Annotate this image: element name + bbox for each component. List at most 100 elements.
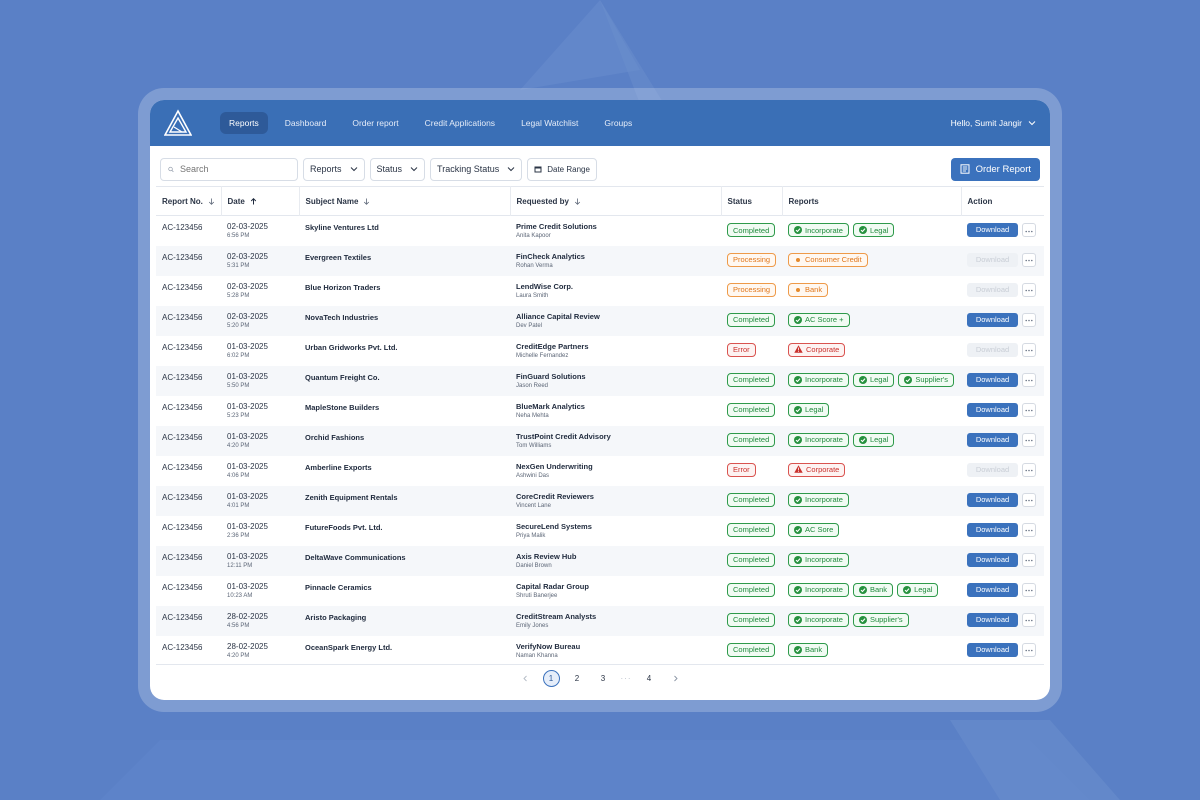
report-type-badge[interactable]: Incorporate	[788, 492, 849, 507]
table-row[interactable]: AC-123456 01-03-2025 12:11 PM DeltaWave Com…	[156, 545, 1044, 576]
report-type-badge[interactable]: Incorporate	[788, 223, 849, 237]
more-options-button[interactable]	[1022, 282, 1036, 297]
report-type-badge[interactable]: AC Score +	[788, 312, 850, 327]
report-type-badge[interactable]: Corporate	[788, 342, 846, 357]
report-number: AC-123456	[162, 522, 203, 532]
report-type-badge[interactable]: Consumer Credit	[788, 252, 868, 267]
requested-by-cell: Axis Review Hub Daniel Brown	[510, 546, 721, 576]
nav-tab-groups[interactable]: Groups	[604, 118, 633, 128]
more-options-button[interactable]	[1022, 432, 1036, 447]
report-date: 01-03-2025	[227, 431, 268, 441]
report-type-badge[interactable]: Supplier's	[898, 372, 955, 387]
report-type-badge[interactable]: Legal	[852, 223, 895, 237]
page-button-1[interactable]: 1	[542, 670, 560, 687]
report-number: AC-123456	[162, 223, 203, 232]
table-row[interactable]: AC-123456 01-03-2025 4:20 PM Orchid Fashion…	[156, 425, 1044, 456]
report-type-badge[interactable]: Legal	[852, 432, 895, 447]
report-type-badge[interactable]: Legal	[788, 402, 830, 417]
table-row[interactable]: AC-123456 01-03-2025 5:50 PM Quantum Freigh…	[156, 365, 1044, 396]
table-row[interactable]: AC-123456 02-03-2025 5:20 PM NovaTech Indus…	[156, 305, 1044, 336]
table-row[interactable]: AC-123456 02-03-2025 5:31 PM Evergreen Text…	[156, 245, 1044, 276]
page-button-2[interactable]: 2	[574, 674, 580, 683]
download-button[interactable]: Download	[967, 642, 1018, 657]
report-type-badge[interactable]: Bank	[852, 582, 894, 597]
column-header-date[interactable]: Date	[221, 186, 300, 216]
report-type-badge[interactable]: Supplier's	[852, 612, 909, 627]
download-button[interactable]: Download	[967, 372, 1018, 387]
status-filter-dropdown[interactable]: Status	[369, 157, 426, 181]
tracking-status-filter-dropdown[interactable]: Tracking Status	[430, 157, 523, 181]
download-button[interactable]: Download	[967, 522, 1018, 537]
subject-name: Urban Gridworks Pvt. Ltd.	[305, 342, 398, 352]
column-header-requested-by[interactable]: Requested by	[510, 186, 722, 216]
company-logo[interactable]	[164, 109, 192, 137]
more-options-button[interactable]	[1022, 372, 1036, 387]
warning-icon	[794, 344, 803, 355]
download-button[interactable]: Download	[967, 223, 1018, 237]
download-button[interactable]: Download	[967, 552, 1018, 567]
report-type-badge[interactable]: Corporate	[788, 462, 846, 477]
more-options-button[interactable]	[1022, 402, 1036, 417]
search-input[interactable]	[180, 164, 290, 174]
user-menu[interactable]: Hello, Sumit Jangir	[951, 118, 1036, 128]
more-options-button[interactable]	[1022, 582, 1036, 597]
more-options-button[interactable]	[1022, 223, 1036, 237]
report-type-badge[interactable]: Incorporate	[788, 612, 849, 627]
reports-filter-dropdown[interactable]: Reports	[303, 157, 365, 181]
download-button[interactable]: Download	[967, 612, 1018, 627]
table-row[interactable]: AC-123456 02-03-2025 5:28 PM Blue Horizon T…	[156, 276, 1044, 306]
more-options-button[interactable]	[1022, 312, 1036, 327]
table-row[interactable]: AC-123456 01-03-2025 4:01 PM Zenith Equipme…	[156, 485, 1044, 516]
action-cell: Download	[961, 546, 1044, 576]
nav-tab-credit-applications[interactable]: Credit Applications	[424, 118, 496, 128]
table-row[interactable]: AC-123456 28-02-2025 4:56 PM Aristo Packagi…	[156, 605, 1044, 636]
table-row[interactable]: AC-123456 01-03-2025 2:36 PM FutureFoods Pv…	[156, 516, 1044, 546]
more-options-button[interactable]	[1022, 342, 1036, 357]
more-options-button[interactable]	[1022, 642, 1036, 657]
more-options-button[interactable]	[1022, 552, 1036, 567]
table-row[interactable]: AC-123456 01-03-2025 4:06 PM Amberline Expo…	[156, 456, 1044, 486]
report-type-badge[interactable]: Incorporate	[788, 432, 849, 447]
status-badge: Completed	[727, 642, 776, 657]
nav-tab-dashboard[interactable]: Dashboard	[284, 118, 327, 128]
column-header-report-no[interactable]: Report No.	[156, 186, 222, 216]
nav-tab-reports[interactable]: Reports	[220, 112, 268, 134]
download-button[interactable]: Download	[967, 402, 1018, 417]
page-button-4[interactable]: 4	[646, 674, 652, 683]
download-button[interactable]: Download	[967, 432, 1018, 447]
date-range-button[interactable]: Date Range	[527, 157, 597, 181]
report-type-badge[interactable]: Bank	[788, 642, 829, 657]
more-options-button[interactable]	[1022, 522, 1036, 537]
nav-tab-legal-watchlist[interactable]: Legal Watchlist	[521, 118, 579, 128]
more-options-button[interactable]	[1022, 462, 1036, 477]
report-type-badge[interactable]: Bank	[788, 282, 829, 297]
report-type-badge[interactable]: Incorporate	[788, 582, 849, 597]
action-cell: Download	[961, 396, 1044, 426]
table-row[interactable]: AC-123456 01-03-2025 6:02 PM Urban Gridwork…	[156, 336, 1044, 366]
page-button-3[interactable]: 3	[600, 674, 606, 683]
report-type-badge[interactable]: Incorporate	[788, 372, 849, 387]
report-type-badge[interactable]: Legal	[852, 372, 895, 387]
more-horizontal-icon	[1025, 345, 1033, 354]
download-button[interactable]: Download	[967, 312, 1018, 327]
date-cell: 01-03-2025 2:36 PM	[221, 516, 299, 546]
more-options-button[interactable]	[1022, 492, 1036, 507]
download-button[interactable]: Download	[967, 492, 1018, 507]
report-type-badge[interactable]: Incorporate	[788, 552, 849, 567]
table-row[interactable]: AC-123456 01-03-2025 10:23 AM Pinnacle Cera…	[156, 576, 1044, 606]
search-box[interactable]	[160, 157, 298, 181]
table-row[interactable]: AC-123456 01-03-2025 5:23 PM MapleStone Bui…	[156, 396, 1044, 426]
report-date: 02-03-2025	[227, 311, 268, 321]
table-row[interactable]: AC-123456 02-03-2025 6:56 PM Skyline Ventur…	[156, 216, 1044, 246]
next-page-button[interactable]	[667, 670, 684, 687]
more-options-button[interactable]	[1022, 252, 1036, 267]
order-report-button[interactable]: Order Report	[950, 157, 1040, 181]
more-options-button[interactable]	[1022, 612, 1036, 627]
nav-tab-order-report[interactable]: Order report	[352, 118, 399, 128]
table-row[interactable]: AC-123456 28-02-2025 4:20 PM OceanSpark Ene…	[156, 636, 1044, 666]
report-type-badge[interactable]: AC Sore	[788, 522, 840, 537]
column-header-subject-name[interactable]: Subject Name	[299, 186, 511, 216]
download-button[interactable]: Download	[967, 582, 1018, 597]
previous-page-button[interactable]	[517, 670, 534, 687]
report-type-badge[interactable]: Legal	[897, 582, 939, 597]
